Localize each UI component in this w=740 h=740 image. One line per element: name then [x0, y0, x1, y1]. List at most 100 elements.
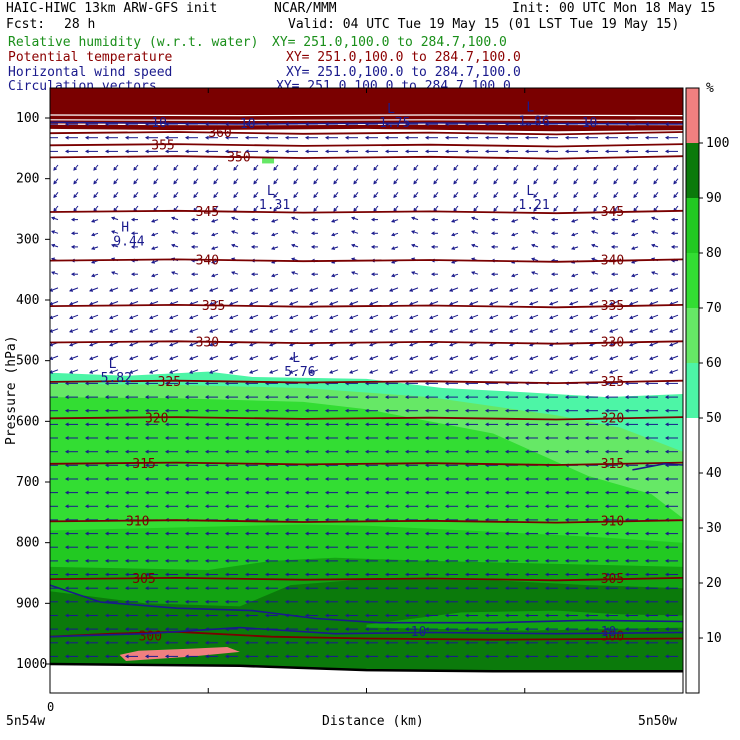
wind-arrow-head	[624, 572, 629, 577]
wind-arrow-head	[564, 449, 569, 454]
wind-arrow-head	[444, 422, 449, 427]
wind-arrow	[569, 328, 579, 333]
wind-arrow-head	[644, 436, 649, 440]
wind-arrow-head	[89, 301, 94, 306]
wind-arrow-head	[50, 370, 54, 374]
wind-arrow-head	[213, 194, 217, 199]
wind-arrow-head	[444, 572, 449, 577]
wind-arrow-head	[269, 288, 274, 292]
wind-arrow-head	[369, 342, 374, 347]
extremum-marker: L	[526, 100, 534, 115]
wind-arrow-head	[464, 490, 469, 495]
wind-arrow-head	[504, 531, 509, 536]
wind-arrow-head	[673, 194, 677, 199]
wind-arrow	[609, 369, 619, 374]
wind-arrow-head	[424, 654, 429, 659]
wind-arrow	[429, 287, 439, 292]
wind-arrow	[289, 328, 299, 333]
wind-arrow-head	[250, 231, 255, 236]
wind-arrow-head	[249, 315, 254, 320]
wind-arrow-head	[529, 356, 534, 360]
wind-arrow-head	[644, 572, 649, 577]
wind-arrow-head	[164, 436, 169, 440]
wind-arrow	[73, 191, 79, 198]
wind-arrow-head	[129, 315, 134, 320]
wind-speed-label: 10	[601, 625, 617, 640]
wind-arrow	[493, 178, 499, 185]
wind-arrow-head	[264, 490, 269, 495]
wind-arrow-head	[64, 408, 69, 413]
y-tick-label: 800	[16, 536, 39, 551]
wind-arrow-head	[344, 149, 349, 154]
wind-arrow	[549, 287, 559, 292]
wind-arrow-head	[233, 180, 237, 185]
colorbar-segment	[686, 88, 699, 143]
wind-arrow-head	[364, 545, 369, 550]
wind-arrow-head	[64, 558, 69, 563]
wind-arrow-head	[244, 408, 249, 413]
wind-arrow-head	[471, 243, 476, 248]
wind-arrow-head	[384, 477, 389, 481]
wind-arrow-head	[549, 288, 554, 292]
wind-arrow-head	[391, 232, 396, 237]
wind-arrow-head	[624, 449, 629, 454]
wind-arrow-head	[244, 613, 249, 618]
wind-arrow-head	[484, 395, 489, 399]
wind-arrow-head	[473, 194, 477, 199]
wind-arrow-head	[289, 288, 294, 292]
y-tick-label: 500	[16, 354, 39, 369]
wind-arrow-head	[184, 477, 189, 481]
wind-arrow	[449, 287, 459, 292]
wind-arrow-head	[564, 627, 569, 632]
wind-arrow-head	[384, 640, 389, 645]
wind-arrow-head	[269, 329, 274, 333]
wind-arrow	[89, 314, 99, 319]
colorbar-segment	[686, 473, 699, 528]
wind-arrow	[489, 328, 499, 333]
wind-arrow-head	[369, 370, 374, 374]
wind-arrow-head	[64, 545, 69, 550]
wind-arrow-head	[144, 545, 149, 550]
wind-arrow-head	[124, 654, 129, 659]
wind-arrow-head	[304, 422, 309, 427]
wind-arrow	[109, 342, 119, 346]
wind-arrow	[313, 191, 319, 198]
wind-arrow-head	[284, 490, 289, 495]
wind-arrow	[469, 301, 479, 305]
theta-contour	[50, 576, 683, 582]
wind-arrow-head	[644, 640, 649, 645]
wind-arrow	[429, 355, 439, 360]
wind-arrow	[69, 369, 79, 374]
wind-arrow-head	[531, 230, 536, 234]
wind-arrow	[529, 301, 539, 305]
wind-arrow	[433, 191, 439, 198]
wind-arrow-head	[644, 422, 649, 427]
wind-arrow-head	[444, 599, 449, 604]
wind-arrow-head	[544, 640, 549, 645]
wind-arrow-head	[144, 613, 149, 618]
wind-arrow-head	[564, 490, 569, 495]
wind-arrow-head	[624, 545, 629, 550]
wind-arrow-head	[669, 315, 674, 320]
wind-arrow-head	[471, 216, 476, 221]
wind-arrow-head	[429, 329, 434, 333]
wind-arrow-head	[633, 194, 637, 199]
wind-arrow	[531, 258, 539, 262]
wind-arrow-head	[404, 572, 409, 577]
wind-arrow-head	[169, 356, 174, 360]
wind-arrow	[549, 328, 559, 333]
wind-arrow	[529, 314, 539, 319]
wind-arrow-head	[129, 370, 134, 374]
wind-arrow-head	[524, 518, 529, 522]
wind-arrow-head	[70, 217, 75, 222]
wind-arrow	[309, 328, 319, 333]
wind-arrow-head	[149, 329, 154, 333]
wind-arrow-head	[46, 519, 49, 522]
wind-arrow	[573, 205, 579, 212]
wind-arrow-head	[113, 194, 117, 199]
wind-arrow-head	[184, 395, 189, 399]
wind-arrow-head	[564, 599, 569, 604]
wind-arrow-head	[249, 301, 254, 306]
wind-arrow-head	[273, 194, 277, 199]
wind-arrow	[89, 287, 99, 292]
